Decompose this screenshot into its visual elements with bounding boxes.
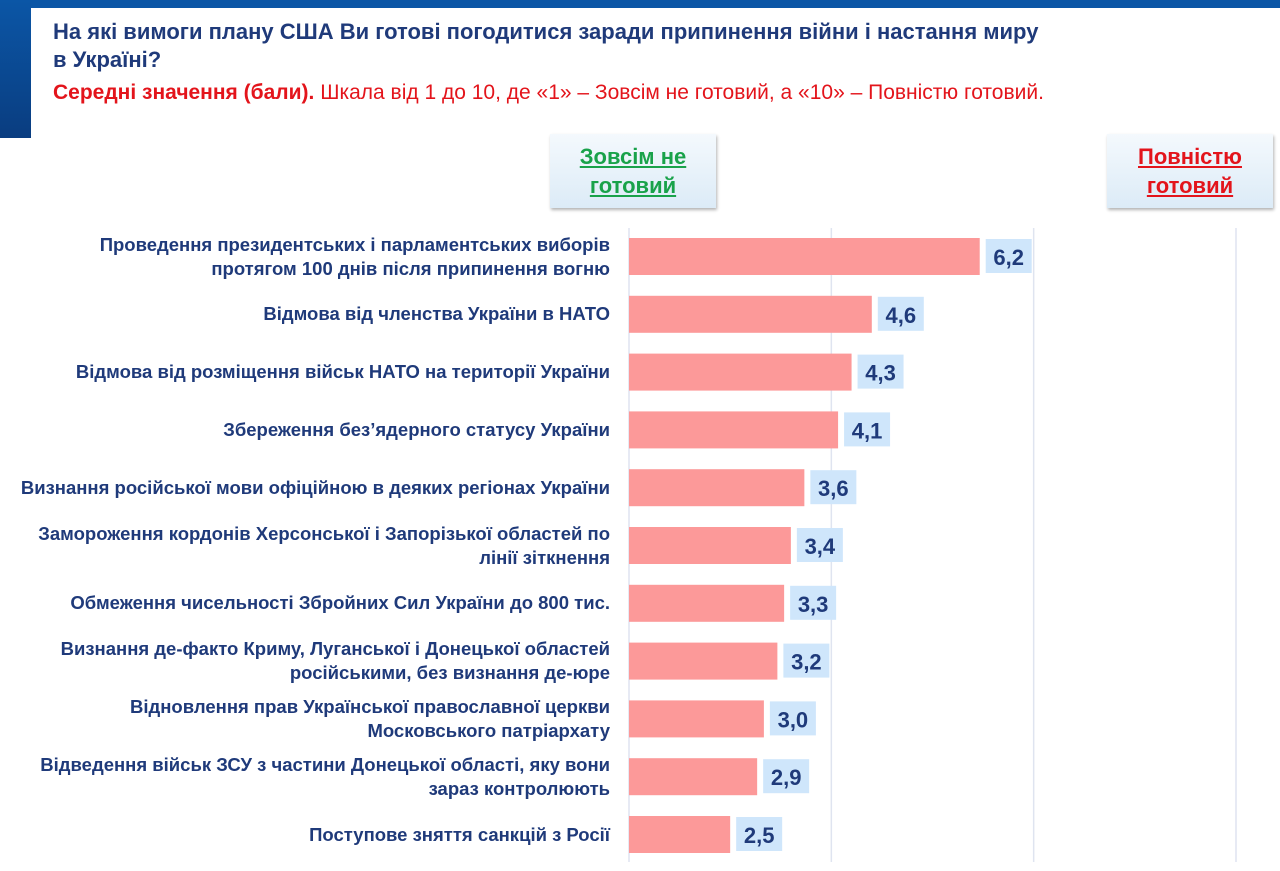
value-label: 3,0 — [778, 707, 809, 732]
value-label-bg — [810, 470, 857, 505]
top-band — [0, 0, 1280, 8]
value-label: 6,2 — [993, 245, 1024, 270]
value-label: 2,5 — [744, 823, 775, 848]
value-label: 3,3 — [798, 592, 829, 617]
category-label: Збереження без’ядерного статусу України — [223, 418, 610, 440]
chart-title: На які вимоги плану США Ви готові погоди… — [53, 19, 1039, 72]
category-label: Відновлення прав Української православно… — [130, 695, 610, 741]
category-label: Замороження кордонів Херсонської і Запор… — [38, 522, 610, 568]
value-label: 4,3 — [865, 361, 896, 386]
bar — [629, 584, 785, 622]
subtitle-bold: Середні значення (бали). — [53, 81, 315, 104]
value-label-bg — [844, 412, 891, 447]
category-label: Обмеження чисельності Збройних Сил Украї… — [70, 592, 610, 614]
value-label-bg — [763, 759, 810, 794]
value-label-bg — [783, 643, 830, 678]
category-label: Проведення президентських і парламентськ… — [99, 233, 610, 279]
scale-label-right-text: Повністю готовий — [1138, 144, 1242, 198]
value-label: 2,9 — [771, 765, 802, 790]
bar — [629, 238, 980, 275]
bar — [629, 411, 839, 449]
category-label: Відмова від розміщення військ НАТО на те… — [75, 361, 610, 383]
scale-label-right: Повністю готовий — [1107, 134, 1273, 208]
value-label-bg — [769, 701, 816, 736]
value-label-bg — [877, 296, 924, 331]
bar — [629, 527, 791, 564]
subtitle-rest: Шкала від 1 до 10, де «1» – Зовсім не го… — [314, 81, 1044, 104]
left-accent-block — [0, 0, 31, 138]
bar — [629, 700, 764, 738]
value-label-bg — [985, 239, 1032, 273]
value-label: 3,2 — [791, 650, 822, 675]
value-label-bg — [796, 528, 843, 562]
category-label: Відведення військ ЗСУ з частини Донецько… — [40, 753, 610, 799]
category-label: Відмова від членства України в НАТО — [263, 303, 610, 325]
value-label-bg — [790, 585, 837, 620]
chart-subtitle: Середні значення (бали). Шкала від 1 до … — [53, 81, 1044, 105]
value-label: 3,6 — [818, 476, 849, 501]
category-label: Поступове зняття санкцій з Росії — [309, 823, 610, 845]
value-label: 4,6 — [886, 303, 917, 328]
category-label: Визнання російської мови офіційною в дея… — [20, 476, 610, 498]
bar — [629, 353, 852, 391]
bar — [629, 758, 758, 796]
value-label: 4,1 — [852, 418, 883, 443]
bar — [629, 642, 778, 680]
value-label-bg — [736, 817, 783, 851]
bar — [629, 295, 872, 333]
bar — [629, 469, 805, 507]
scale-label-left-text: Зовсім не готовий — [579, 144, 687, 198]
category-label: Визнання де-факто Криму, Луганської і До… — [60, 638, 610, 684]
scale-label-left: Зовсім не готовий — [550, 134, 716, 208]
bar — [629, 816, 731, 853]
value-label: 3,4 — [805, 534, 836, 559]
value-label-bg — [857, 354, 904, 389]
